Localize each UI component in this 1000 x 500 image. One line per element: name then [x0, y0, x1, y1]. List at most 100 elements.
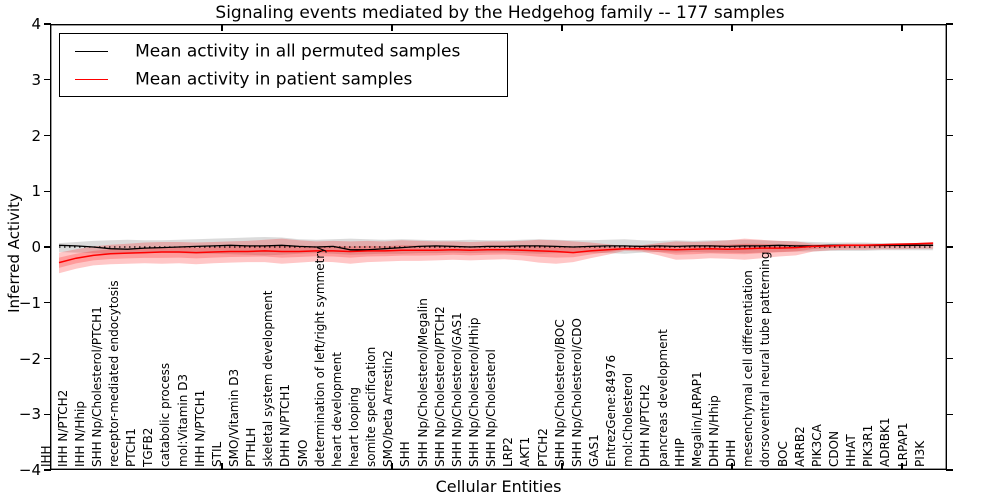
x-tick-mark [731, 462, 733, 469]
x-category-label: AKT1 [518, 436, 533, 467]
x-category-label: mol:Vitamin D3 [175, 373, 190, 467]
y-tick-label: 1 [31, 182, 41, 201]
y-tick-mark [946, 302, 953, 304]
y-tick-mark [44, 134, 51, 137]
x-tick-mark [901, 462, 903, 469]
y-tick-mark [44, 79, 51, 81]
x-category-label: SHH Np/Cholesterol/PTCH1 [89, 306, 104, 467]
x-category-label: LRP2 [501, 437, 516, 467]
y-tick-mark [44, 23, 51, 25]
y-tick-label: −4 [18, 461, 41, 479]
x-category-label: HHIP [672, 438, 687, 467]
x-category-label: SHH Np/Cholesterol [484, 349, 499, 467]
legend-item-label: Mean activity in all permuted samples [135, 41, 461, 62]
y-tick-label: −3 [18, 405, 41, 424]
x-category-label: IHH N/PTCH2 [55, 389, 70, 467]
x-category-label: EntrezGene:84976 [604, 354, 619, 467]
x-tick-mark [391, 462, 393, 469]
x-category-label: PTCH2 [535, 428, 550, 467]
x-category-label: skeletal system development [261, 290, 276, 467]
patient-mean-line [58, 242, 934, 264]
y-tick-label: 3 [31, 70, 41, 89]
x-category-label: ARRB2 [792, 426, 807, 467]
x-category-label: SHH Np/Cholesterol/CDO [569, 318, 584, 467]
x-tick-mark [221, 25, 223, 32]
x-tick-mark [221, 462, 223, 469]
x-category-label: PIK3R1 [861, 424, 876, 467]
x-category-label: CDON [826, 430, 841, 467]
y-tick-mark [946, 357, 953, 360]
x-category-label: SMO/Vitamin D3 [227, 368, 242, 467]
x-category-label: heart looping [347, 387, 362, 467]
y-tick-mark [946, 413, 953, 415]
x-category-label: somite specification [364, 346, 379, 467]
x-category-label: heart development [329, 352, 344, 467]
x-category-label: pancreas development [655, 329, 670, 467]
x-category-label: dorsoventral neural tube patterning [758, 251, 773, 467]
legend-line-sample-permuted [75, 51, 108, 52]
x-category-label: SHH Np/Cholesterol/PTCH2 [432, 306, 447, 467]
x-category-label: SHH Np/Cholesterol/Megalin [415, 298, 430, 467]
x-category-label: DHH N/PTCH1 [278, 383, 293, 467]
x-category-label: IHH [38, 445, 53, 467]
x-category-label: LRPAP1 [895, 422, 910, 467]
y-tick-mark [946, 23, 953, 25]
x-category-label: mol:Cholesterol [621, 372, 636, 467]
plot-area: IHH IHH N/PTCH2 IHH N/Hhip SHH Np/Cholester… [39, 24, 947, 470]
x-category-label: PTCH1 [124, 428, 139, 467]
x-tick-mark [901, 25, 903, 32]
x-category-label: SMO [295, 439, 310, 467]
x-category-label: determination of left/right symmetry [312, 246, 327, 467]
x-axis-label: Cellular Entities [435, 477, 562, 496]
x-category-label: mesenchymal cell differentiation [741, 270, 756, 467]
permuted-mean-line [58, 244, 934, 251]
x-category-label: SHH Np/Cholesterol/GAS1 [449, 312, 464, 467]
x-category-label: DHH N/PTCH2 [638, 383, 653, 467]
y-tick-label: −2 [18, 349, 41, 368]
x-category-label: DHH N/Hhip [706, 395, 721, 467]
x-category-label: SHH Np/Cholesterol/BOC [552, 319, 567, 467]
x-category-label: TGFB2 [141, 427, 156, 467]
y-tick-label: −1 [18, 293, 41, 312]
x-category-label: HHAT [844, 434, 859, 467]
y-tick-mark [44, 190, 51, 192]
legend-item-permuted: Mean activity in all permuted samples [60, 37, 507, 65]
y-tick-mark [44, 413, 51, 415]
y-tick-mark [44, 357, 51, 360]
x-category-label: SHH [398, 441, 413, 467]
x-category-label: PTHLH [244, 427, 259, 467]
chart-title: Signaling events mediated by the Hedgeho… [215, 3, 785, 23]
x-category-label: IHH N/PTCH1 [192, 389, 207, 467]
legend: Mean activity in all permuted samples Me… [59, 33, 508, 97]
x-category-label: Megalin/LRPAP1 [689, 371, 704, 467]
x-category-label: SHH Np/Cholesterol/Hhip [467, 317, 481, 467]
x-category-label: catabolic process [158, 362, 173, 467]
y-tick-mark [946, 79, 953, 81]
legend-item-patient: Mean activity in patient samples [60, 65, 507, 93]
chart-canvas [50, 24, 947, 470]
x-category-label: SMO/beta Arrestin2 [381, 350, 396, 467]
y-tick-mark [44, 302, 51, 304]
x-tick-mark [561, 25, 563, 32]
y-tick-mark [946, 246, 953, 248]
y-tick-mark [946, 190, 953, 192]
legend-line-sample-patient [75, 79, 108, 80]
x-category-label: IHH N/Hhip [72, 401, 87, 467]
y-tick-mark [946, 134, 953, 137]
x-tick-mark [731, 25, 733, 32]
y-tick-label: 0 [31, 238, 41, 256]
x-tick-mark [391, 25, 393, 32]
x-category-label: PIK3CA [809, 424, 824, 467]
legend-item-label: Mean activity in patient samples [135, 69, 413, 90]
y-tick-mark [946, 469, 953, 471]
y-tick-mark [44, 246, 51, 248]
x-category-label: receptor-mediated endocytosis [107, 280, 122, 467]
y-tick-label: 4 [31, 15, 41, 33]
x-category-label: PI3K [912, 440, 927, 467]
x-category-label: ADRBK1 [878, 417, 893, 467]
x-category-label: BOC [775, 441, 790, 467]
y-tick-label: 2 [31, 126, 41, 145]
x-tick-mark [561, 462, 563, 469]
y-tick-mark [44, 469, 51, 471]
